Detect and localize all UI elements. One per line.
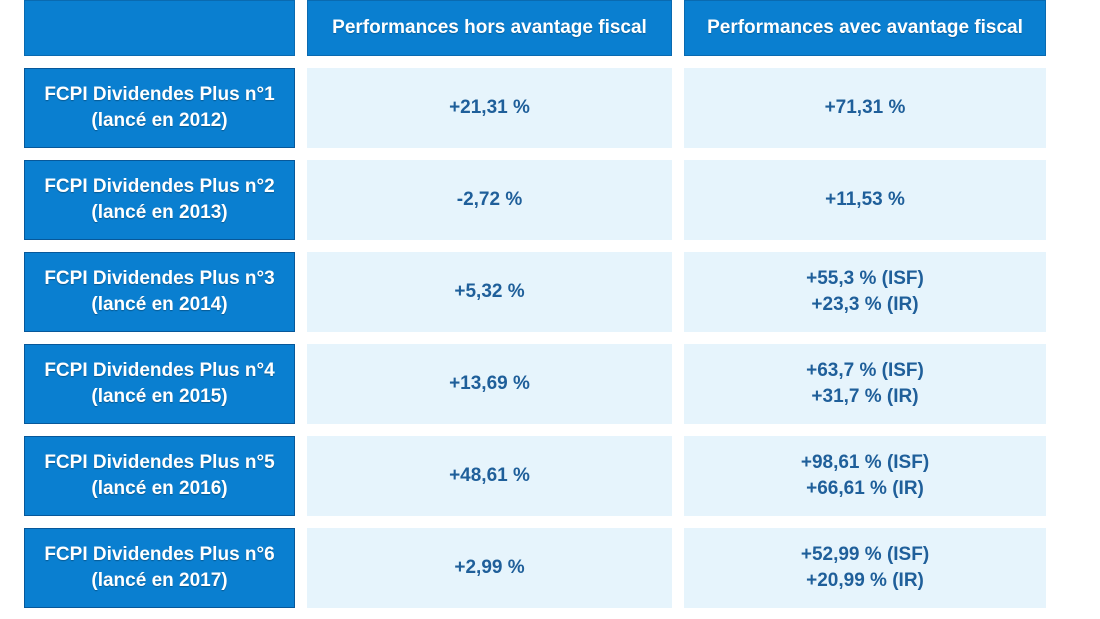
row-label: FCPI Dividendes Plus n°3 (lancé en 2014) [24, 252, 295, 332]
perf-hors-cell: +48,61 % [307, 436, 672, 516]
row-label: FCPI Dividendes Plus n°1 (lancé en 2012) [24, 68, 295, 148]
header-spacer [24, 56, 1046, 68]
perf-hors-cell: +5,32 % [307, 252, 672, 332]
perf-avec-cell: +52,99 % (ISF) +20,99 % (IR) [684, 528, 1046, 608]
row-spacer [24, 424, 1046, 436]
perf-hors-cell: +13,69 % [307, 344, 672, 424]
perf-avec-isf-value: +52,99 % (ISF) [800, 544, 930, 565]
perf-avec-ir-value: +20,99 % (IR) [806, 570, 924, 591]
perf-avec-ir-value: +66,61 % (IR) [806, 478, 924, 499]
perf-hors-value: +2,99 % [454, 557, 525, 578]
perf-avec-cell: +63,7 % (ISF) +31,7 % (IR) [684, 344, 1046, 424]
fund-launch-year: (lancé en 2014) [91, 294, 228, 315]
perf-avec-cell: +98,61 % (ISF) +66,61 % (IR) [684, 436, 1046, 516]
header-empty-cell [24, 0, 295, 56]
row-label: FCPI Dividendes Plus n°4 (lancé en 2015) [24, 344, 295, 424]
perf-avec-value: +11,53 % [825, 189, 905, 210]
fund-launch-year: (lancé en 2013) [91, 202, 228, 223]
fund-name: FCPI Dividendes Plus n°1 [44, 84, 275, 105]
performance-table: Performances hors avantage fiscal Perfor… [24, 0, 1046, 608]
perf-avec-ir-value: +23,3 % (IR) [811, 294, 919, 315]
perf-hors-cell: -2,72 % [307, 160, 672, 240]
row-label: FCPI Dividendes Plus n°2 (lancé en 2013) [24, 160, 295, 240]
row-spacer [24, 148, 1046, 160]
fund-name: FCPI Dividendes Plus n°4 [44, 360, 275, 381]
fund-launch-year: (lancé en 2012) [91, 110, 228, 131]
perf-hors-value: +5,32 % [454, 281, 525, 302]
perf-hors-value: +13,69 % [449, 373, 530, 394]
perf-hors-value: +21,31 % [449, 97, 530, 118]
row-spacer [24, 240, 1046, 252]
fund-name: FCPI Dividendes Plus n°2 [44, 176, 275, 197]
fund-launch-year: (lancé en 2015) [91, 386, 228, 407]
row-spacer [24, 332, 1046, 344]
row-spacer [24, 516, 1046, 528]
perf-hors-cell: +21,31 % [307, 68, 672, 148]
perf-hors-cell: +2,99 % [307, 528, 672, 608]
perf-hors-value: -2,72 % [456, 189, 523, 210]
perf-avec-isf-value: +55,3 % (ISF) [806, 268, 924, 289]
row-label: FCPI Dividendes Plus n°6 (lancé en 2017) [24, 528, 295, 608]
fund-name: FCPI Dividendes Plus n°5 [44, 452, 275, 473]
perf-avec-value: +71,31 % [824, 97, 906, 118]
perf-hors-value: +48,61 % [449, 465, 530, 486]
perf-avec-cell: +11,53 % [684, 160, 1046, 240]
row-label: FCPI Dividendes Plus n°5 (lancé en 2016) [24, 436, 295, 516]
fund-launch-year: (lancé en 2016) [91, 478, 228, 499]
perf-avec-isf-value: +98,61 % (ISF) [800, 452, 930, 473]
perf-avec-ir-value: +31,7 % (IR) [811, 386, 919, 407]
fund-launch-year: (lancé en 2017) [91, 570, 228, 591]
fund-name: FCPI Dividendes Plus n°6 [44, 544, 275, 565]
perf-avec-cell: +71,31 % [684, 68, 1046, 148]
fund-name: FCPI Dividendes Plus n°3 [44, 268, 275, 289]
header-avec-avantage: Performances avec avantage fiscal [684, 0, 1046, 56]
perf-avec-cell: +55,3 % (ISF) +23,3 % (IR) [684, 252, 1046, 332]
header-hors-avantage: Performances hors avantage fiscal [307, 0, 672, 56]
perf-avec-isf-value: +63,7 % (ISF) [806, 360, 924, 381]
